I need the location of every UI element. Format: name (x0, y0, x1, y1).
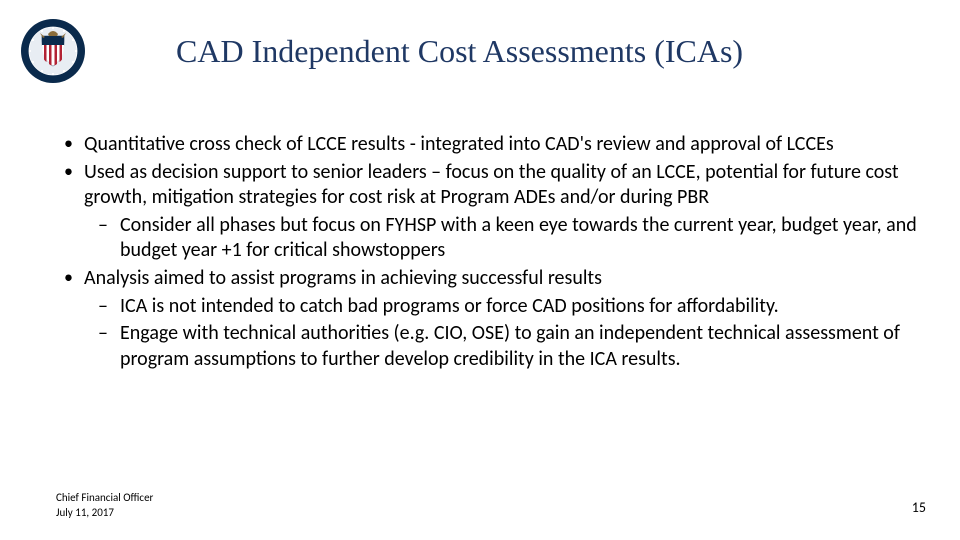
sub-bullet-text: Engage with technical authorities (e.g. … (120, 321, 900, 371)
sub-bullet-item: Consider all phases but focus on FYHSP w… (84, 213, 918, 264)
bullet-item: Quantitative cross check of LCCE results… (56, 132, 918, 158)
bullet-text: Analysis aimed to assist programs in ach… (84, 266, 602, 290)
page-number: 15 (912, 499, 926, 516)
bullet-text: Quantitative cross check of LCCE results… (84, 132, 834, 156)
slide-header: CAD Independent Cost Assessments (ICAs) (0, 0, 960, 84)
footer-date: July 11, 2017 (56, 506, 153, 520)
footer-org: Chief Financial Officer (56, 491, 153, 505)
sub-bullet-text: ICA is not intended to catch bad program… (120, 294, 779, 318)
bullet-list: Quantitative cross check of LCCE results… (56, 132, 918, 372)
sub-list: Consider all phases but focus on FYHSP w… (84, 213, 918, 264)
sub-bullet-item: Engage with technical authorities (e.g. … (84, 321, 918, 372)
dhs-seal-icon (20, 18, 86, 84)
sub-list: ICA is not intended to catch bad program… (84, 294, 918, 373)
bullet-item: Used as decision support to senior leade… (56, 160, 918, 264)
slide-body: Quantitative cross check of LCCE results… (0, 84, 960, 372)
bullet-item: Analysis aimed to assist programs in ach… (56, 266, 918, 372)
bullet-text: Used as decision support to senior leade… (84, 160, 899, 210)
footer-left: Chief Financial Officer July 11, 2017 (56, 491, 153, 520)
page-title: CAD Independent Cost Assessments (ICAs) (176, 33, 743, 70)
sub-bullet-text: Consider all phases but focus on FYHSP w… (120, 213, 917, 263)
sub-bullet-item: ICA is not intended to catch bad program… (84, 294, 918, 320)
